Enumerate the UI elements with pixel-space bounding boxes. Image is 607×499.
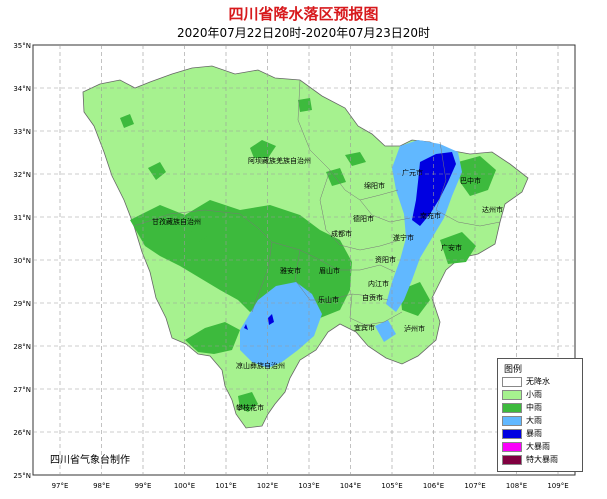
city-label: 乐山市 — [318, 295, 339, 304]
latitude-label: 28°N — [13, 343, 31, 351]
longitude-label: 99°E — [135, 482, 152, 490]
legend-label: 无降水 — [526, 377, 550, 386]
longitude-label: 101°E — [215, 482, 236, 490]
latitude-labels: 35°N 34°N 33°N 32°N 31°N 30°N 29°N 28°N 27°N 26°N… — [13, 42, 31, 480]
latitude-label: 31°N — [13, 214, 31, 222]
heavy-rain-areas — [240, 140, 462, 368]
legend-swatch — [502, 455, 522, 465]
legend-item: 无降水 — [502, 376, 582, 388]
city-label: 宜宾市 — [354, 323, 375, 332]
longitude-label: 106°E — [423, 482, 444, 490]
legend-label: 小雨 — [526, 390, 542, 399]
legend-swatch — [502, 442, 522, 452]
latitude-label: 35°N — [13, 42, 31, 50]
legend-item: 中雨 — [502, 402, 582, 414]
longitude-label: 102°E — [257, 482, 278, 490]
legend-label: 暴雨 — [526, 429, 542, 438]
longitude-label: 108°E — [506, 482, 527, 490]
producer-label: 四川省气象台制作 — [50, 455, 130, 466]
city-label: 攀枝花市 — [236, 403, 264, 412]
city-label: 眉山市 — [319, 266, 340, 275]
graticule — [33, 45, 575, 475]
city-label: 阿坝藏族羌族自治州 — [248, 156, 311, 165]
city-label: 凉山彝族自治州 — [236, 361, 285, 370]
latitude-label: 26°N — [13, 429, 31, 437]
legend-item: 特大暴雨 — [502, 454, 582, 466]
longitude-label: 104°E — [340, 482, 361, 490]
city-label: 德阳市 — [353, 214, 374, 223]
city-label: 甘孜藏族自治州 — [152, 217, 201, 226]
longitude-label: 107°E — [464, 482, 485, 490]
city-label: 南充市 — [420, 211, 441, 220]
longitude-label: 105°E — [381, 482, 402, 490]
longitude-label: 103°E — [298, 482, 319, 490]
rainstorm-areas — [244, 152, 456, 330]
map-subtitle: 2020年07月22日20时-2020年07月23日20时 — [176, 26, 431, 40]
legend-title: 图例 — [504, 365, 523, 375]
longitude-labels: 97°E 98°E 99°E 100°E 101°E 102°E 103°E 104°E 105… — [52, 482, 569, 490]
legend-swatch — [502, 390, 522, 400]
city-label: 内江市 — [368, 279, 389, 288]
city-label: 资阳市 — [375, 255, 396, 264]
city-label: 遂宁市 — [393, 233, 414, 242]
legend-swatch — [502, 403, 522, 413]
legend-item: 暴雨 — [502, 428, 582, 440]
latitude-label: 34°N — [13, 85, 31, 93]
city-label: 成都市 — [331, 229, 352, 238]
legend-label: 大雨 — [526, 416, 542, 425]
city-labels: 阿坝藏族羌族自治州 甘孜藏族自治州 凉山彝族自治州 广元市 巴中市 达州市 绵阳… — [152, 156, 503, 412]
legend-label: 特大暴雨 — [526, 455, 558, 464]
legend-item: 小雨 — [502, 389, 582, 401]
longitude-label: 97°E — [52, 482, 69, 490]
latitude-label: 30°N — [13, 257, 31, 265]
city-label: 广安市 — [441, 243, 462, 252]
legend-swatch — [502, 416, 522, 426]
city-label: 泸州市 — [404, 324, 425, 333]
map-title: 四川省降水落区预报图 — [228, 5, 379, 23]
longitude-label: 109°E — [547, 482, 568, 490]
legend-item: 大雨 — [502, 415, 582, 427]
legend-swatch — [502, 377, 522, 387]
latitude-label: 32°N — [13, 171, 31, 179]
latitude-label: 29°N — [13, 300, 31, 308]
legend: 图例 无降水 小雨 中雨 大雨 暴雨 大暴雨 特大暴雨 — [497, 358, 583, 472]
legend-label: 大暴雨 — [526, 442, 550, 451]
city-label: 达州市 — [482, 205, 503, 214]
city-label: 雅安市 — [280, 266, 301, 275]
city-label: 巴中市 — [460, 176, 481, 185]
latitude-label: 27°N — [13, 386, 31, 394]
city-label: 自贡市 — [362, 293, 383, 302]
legend-swatch — [502, 429, 522, 439]
longitude-label: 100°E — [174, 482, 195, 490]
legend-label: 中雨 — [526, 403, 542, 412]
legend-item: 大暴雨 — [502, 441, 582, 453]
city-label: 广元市 — [402, 168, 423, 177]
latitude-label: 33°N — [13, 128, 31, 136]
city-label: 绵阳市 — [364, 181, 385, 190]
longitude-label: 98°E — [93, 482, 110, 490]
latitude-label: 25°N — [13, 472, 31, 480]
prefecture-boundaries — [133, 79, 501, 326]
